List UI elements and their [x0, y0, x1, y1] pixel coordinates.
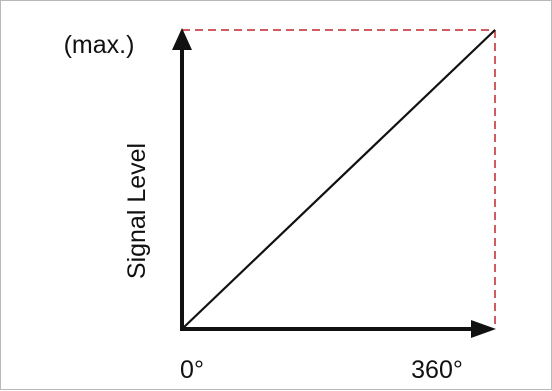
x-axis-arrowhead	[471, 320, 496, 338]
x-tick-label-360: 360°	[411, 356, 463, 384]
y-axis-arrowhead	[172, 28, 192, 50]
y-axis-label: Signal Level	[123, 143, 151, 279]
x-tick-label-0: 0°	[180, 356, 204, 384]
y-tick-label-max: (max.)	[64, 31, 135, 59]
signal-ramp-line	[181, 29, 496, 330]
